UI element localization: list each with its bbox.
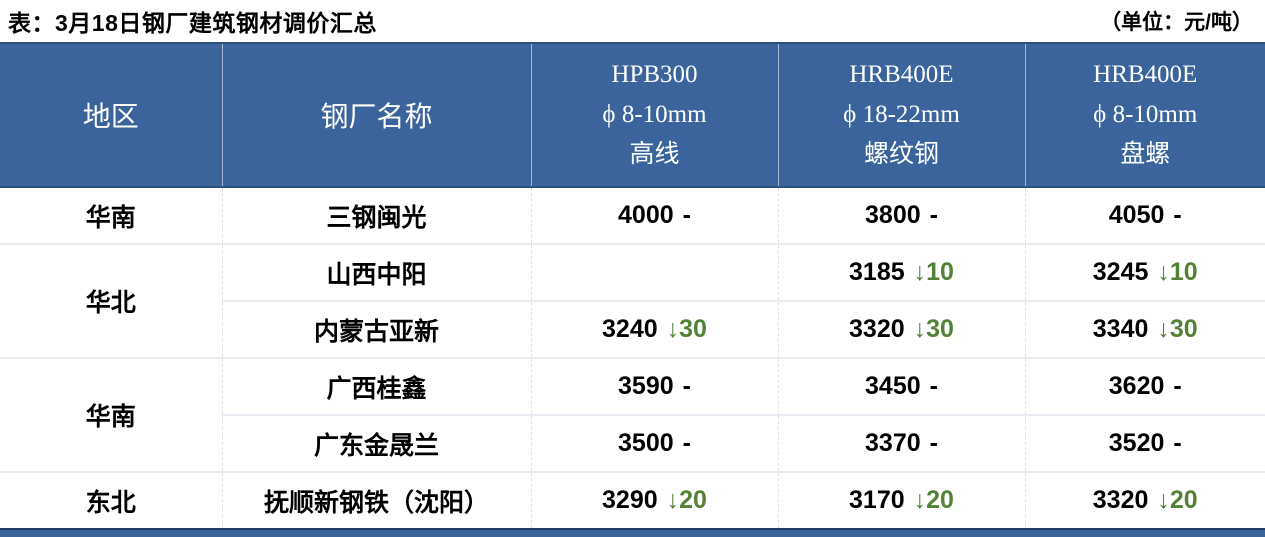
header-row: 地区 钢厂名称 HPB300 ϕ 8-10mm 高线 HRB400E ϕ 18-… [0, 42, 1265, 188]
price-cell: 3320 ↓30 [777, 300, 1025, 358]
price-cell: 4050- [1024, 187, 1265, 244]
price-value: 3450 [865, 372, 921, 400]
price-cell: 3340 ↓30 [1024, 300, 1265, 358]
price-value: 3170 [849, 486, 905, 514]
header-hpb300-wire: HPB300 ϕ 8-10mm 高线 [530, 42, 778, 188]
price-value: 3620 [1108, 372, 1165, 400]
price-cell: 3185 ↓10 [777, 243, 1025, 301]
header-hrb400e-coil: HRB400E ϕ 8-10mm 盘螺 [1024, 42, 1265, 188]
price-value: 3520 [1108, 429, 1165, 457]
price-change: - [682, 201, 691, 229]
price-value: 3320 [1092, 486, 1149, 514]
header-hrb400e-rebar: HRB400E ϕ 18-22mm 螺纹钢 [777, 42, 1025, 188]
price-change: ↓30 [913, 315, 954, 343]
price-change: ↓20 [1157, 486, 1198, 514]
price-change: - [682, 372, 691, 400]
price-change: - [1173, 429, 1182, 457]
price-cell: 3500- [530, 414, 778, 472]
price-cell: 3320 ↓20 [1024, 471, 1265, 528]
price-value: 3320 [849, 315, 905, 343]
region-cell: 华南 [85, 203, 136, 232]
price-value: 3500 [618, 429, 674, 457]
price-value: 3340 [1092, 315, 1149, 343]
region-cell: 东北 [0, 471, 222, 528]
price-change: ↓30 [666, 315, 707, 343]
price-cell: 3620- [1024, 357, 1265, 415]
price-change: ↓10 [1157, 258, 1198, 286]
table-row: 广东金晟兰 3500- 3370- 3520- [0, 414, 1265, 472]
price-value: 4000 [618, 201, 674, 229]
mill-cell: 广西桂鑫 [221, 357, 531, 415]
table-row: 华北 山西中阳 3185 ↓10 3245 ↓10 [0, 243, 1265, 358]
region-cell: 华南 [0, 357, 222, 472]
unit-label: （单位：元/吨） [1100, 11, 1253, 34]
price-value: 3245 [1092, 258, 1149, 286]
price-cell: 3245 ↓10 [1024, 243, 1265, 301]
price-change: - [929, 429, 938, 457]
price-cell: 3240 ↓30 [530, 300, 778, 358]
mill-cell: 山西中阳 [221, 243, 531, 301]
price-change: - [682, 429, 691, 457]
mill-cell: 内蒙古亚新 [221, 300, 531, 358]
mill-cell: 广东金晟兰 [221, 414, 531, 472]
price-value: 3370 [865, 429, 921, 457]
price-table: 地区 钢厂名称 HPB300 ϕ 8-10mm 高线 HRB400E ϕ 18-… [0, 42, 1265, 528]
table-row: 东北 抚顺新钢铁（沈阳） 3290 ↓20 3170 ↓20 3320 ↓20 [0, 471, 1265, 528]
price-cell: 3520- [1024, 414, 1265, 472]
price-cell [530, 243, 778, 301]
table-row: 华南 广西桂鑫 3590- 3450- 3620- [0, 357, 1265, 472]
price-cell: 3290 ↓20 [530, 471, 778, 528]
price-cell: 3450- [777, 357, 1025, 415]
price-value: 3290 [602, 486, 658, 514]
price-change: ↓10 [913, 258, 954, 286]
price-change: ↓30 [1157, 315, 1198, 343]
price-cell: 3800- [777, 187, 1025, 244]
bottom-accent-bar [0, 528, 1265, 537]
mill-cell: 三钢闽光 [221, 187, 531, 244]
header-mill: 钢厂名称 [221, 42, 531, 188]
price-value: 3590 [618, 372, 674, 400]
price-change: - [1173, 201, 1182, 229]
table-row: 内蒙古亚新 3240 ↓30 3320 ↓30 3340 ↓30 [0, 300, 1265, 358]
price-value: 3240 [602, 315, 658, 343]
price-change: - [929, 372, 938, 400]
price-change: ↓20 [666, 486, 707, 514]
price-change: - [1173, 372, 1182, 400]
price-change: ↓20 [913, 486, 954, 514]
caption-row: 表：3月18日钢厂建筑钢材调价汇总 （单位：元/吨） [0, 0, 1265, 42]
price-change: - [929, 201, 938, 229]
price-cell: 3170 ↓20 [777, 471, 1025, 528]
price-cell: 3370- [777, 414, 1025, 472]
region-cell: 华北 [0, 243, 222, 358]
header-region: 地区 [0, 42, 222, 188]
price-cell: 4000- [530, 187, 778, 244]
price-cell: 3590- [530, 357, 778, 415]
table-row: 华南 三钢闽光 4000- 3800- 4050- [0, 187, 1265, 244]
price-value: 4050 [1108, 201, 1165, 229]
mill-cell: 抚顺新钢铁（沈阳） [221, 471, 531, 528]
price-value: 3185 [849, 258, 905, 286]
price-value: 3800 [865, 201, 921, 229]
page-title: 表：3月18日钢厂建筑钢材调价汇总 [8, 10, 377, 36]
